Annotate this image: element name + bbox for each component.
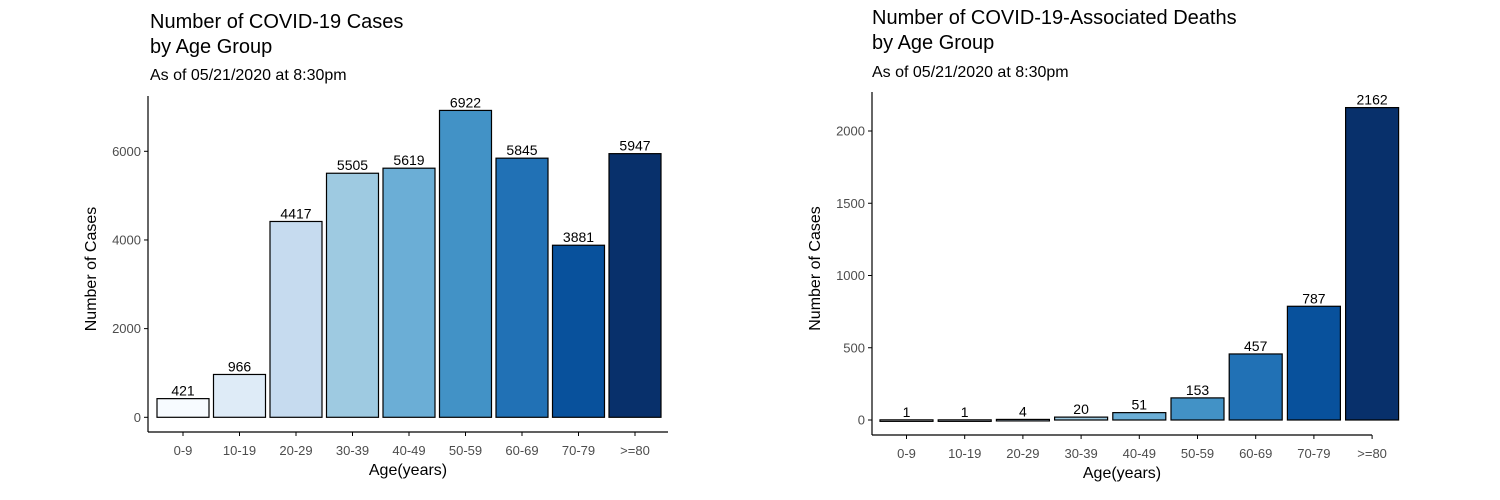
cases-bar: [156, 398, 210, 418]
cases-chart-title-line2: by Age Group: [150, 36, 273, 58]
deaths-x-tick-label: 70-79: [1297, 446, 1330, 461]
deaths-bar-chart: 0 500 1000 1500 2000 1 0-9 1 10-19 4 20-29 20 30-39 5…: [807, 92, 1400, 482]
cases-data-label: 5947: [619, 138, 650, 154]
deaths-data-label: 787: [1302, 290, 1326, 306]
cases-y-axis-title: Number of Cases: [83, 207, 100, 332]
deaths-bar: [1344, 106, 1400, 421]
deaths-y-tick-label: 1000: [836, 268, 865, 283]
cases-chart-subtitle: As of 05/21/2020 at 8:30pm: [150, 67, 347, 84]
deaths-x-tick-label: 50-59: [1181, 446, 1214, 461]
cases-y-tick-label: 6000: [112, 144, 141, 159]
deaths-y-tick-label: 500: [843, 340, 865, 355]
cases-data-label: 4417: [280, 205, 311, 221]
deaths-data-label: 1: [961, 404, 969, 420]
cases-bar: [495, 157, 549, 418]
cases-chart-title-line1: Number of COVID-19 Cases: [150, 11, 404, 33]
cases-bar: [269, 220, 323, 418]
deaths-x-tick-label: 0-9: [897, 446, 916, 461]
cases-bar: [608, 153, 662, 418]
deaths-y-tick-label: 2000: [836, 124, 865, 139]
cases-x-axis-title: Age(years): [369, 462, 447, 479]
cases-x-tick-label: 20-29: [279, 443, 312, 458]
cases-bar-chart: 0 2000 4000 6000 421 0-9 966 10-19 4417 20-29 5505…: [83, 94, 668, 479]
deaths-data-label: 457: [1244, 338, 1268, 354]
deaths-bar: [879, 419, 934, 422]
cases-bar: [551, 244, 606, 418]
deaths-bar: [1228, 353, 1283, 421]
cases-x-tick-label: 10-19: [223, 443, 256, 458]
deaths-x-tick-label: 20-29: [1006, 446, 1039, 461]
deaths-bar: [1112, 412, 1167, 421]
deaths-chart-panel: Number of COVID-19-Associated Deaths by …: [750, 0, 1500, 500]
cases-bar: [212, 373, 267, 418]
deaths-x-tick-label: >=80: [1357, 446, 1387, 461]
cases-bar: [438, 109, 493, 418]
deaths-bar: [1286, 305, 1342, 421]
deaths-chart-subtitle: As of 05/21/2020 at 8:30pm: [872, 64, 1069, 81]
cases-bar: [382, 167, 436, 418]
cases-bar: [325, 172, 380, 418]
cases-y-tick-label: 4000: [112, 232, 141, 247]
deaths-bar: [1170, 397, 1225, 421]
deaths-chart-title-line1: Number of COVID-19-Associated Deaths: [872, 7, 1237, 29]
cases-x-tick-label: 30-39: [336, 443, 369, 458]
cases-data-label: 966: [228, 358, 252, 374]
cases-x-tick-label: 40-49: [392, 443, 425, 458]
deaths-y-tick-label: 0: [858, 413, 865, 428]
deaths-data-label: 2162: [1357, 92, 1388, 108]
cases-x-tick-label: 0-9: [174, 443, 193, 458]
cases-chart-title: Number of COVID-19 Cases by Age Group: [150, 10, 403, 60]
deaths-x-tick-label: 30-39: [1064, 446, 1097, 461]
deaths-chart-title-line2: by Age Group: [872, 32, 995, 54]
cases-data-label: 5845: [506, 142, 537, 158]
deaths-y-tick-label: 1500: [836, 196, 865, 211]
deaths-data-label: 4: [1019, 403, 1027, 419]
cases-data-label: 5505: [337, 157, 368, 173]
cases-data-label: 6922: [450, 94, 481, 110]
cases-y-tick-label: 2000: [112, 321, 141, 336]
deaths-y-axis-title: Number of Cases: [807, 206, 824, 331]
cases-data-label: 421: [171, 383, 195, 399]
deaths-data-label: 153: [1186, 382, 1210, 398]
deaths-bar: [995, 418, 1050, 422]
cases-chart-panel: Number of COVID-19 Cases by Age Group As…: [83, 10, 668, 479]
deaths-bar: [937, 419, 992, 422]
cases-x-tick-label: 50-59: [449, 443, 482, 458]
deaths-x-tick-label: 60-69: [1239, 446, 1272, 461]
deaths-bar: [1054, 416, 1109, 421]
cases-data-label: 3881: [563, 229, 594, 245]
deaths-chart-title: Number of COVID-19-Associated Deaths by …: [872, 6, 1237, 56]
deaths-x-axis-title: Age(years): [1083, 465, 1161, 482]
deaths-x-tick-label: 10-19: [948, 446, 981, 461]
deaths-data-label: 51: [1132, 397, 1148, 413]
cases-x-tick-label: 70-79: [562, 443, 595, 458]
cases-data-label: 5619: [393, 152, 424, 168]
cases-x-tick-label: >=80: [620, 443, 650, 458]
cases-x-tick-label: 60-69: [505, 443, 538, 458]
deaths-x-tick-label: 40-49: [1123, 446, 1156, 461]
cases-y-tick-label: 0: [134, 410, 141, 425]
deaths-data-label: 20: [1073, 401, 1089, 417]
deaths-data-label: 1: [903, 404, 911, 420]
